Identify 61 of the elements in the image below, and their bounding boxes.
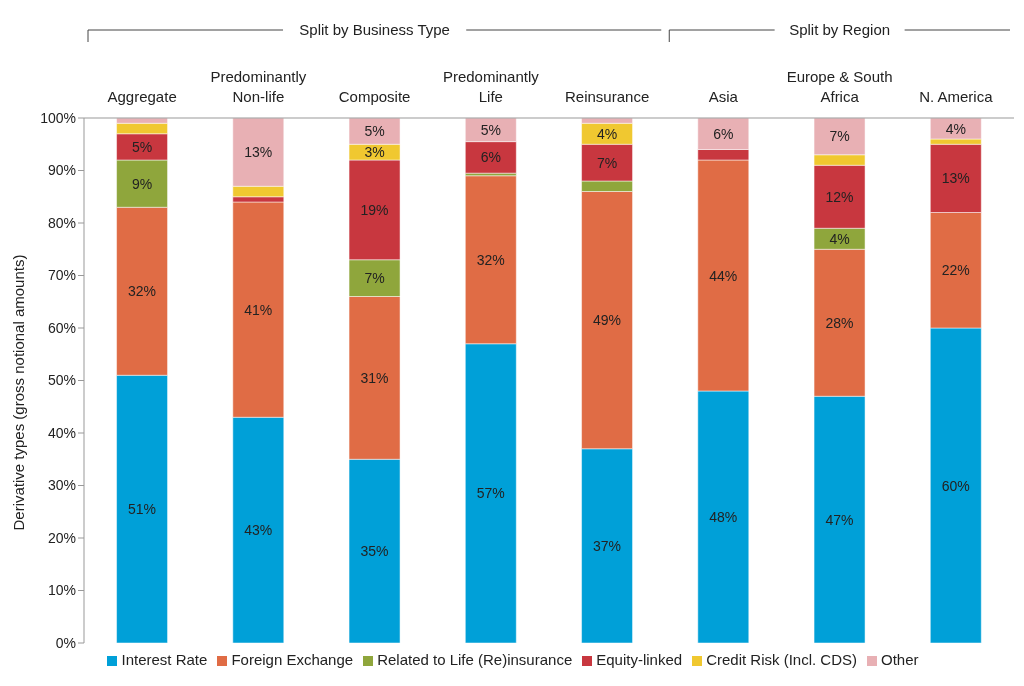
- data-label: 28%: [825, 314, 854, 331]
- data-label: 31%: [360, 369, 389, 386]
- data-label: 5%: [480, 121, 501, 138]
- data-label: 49%: [593, 312, 622, 329]
- data-label: 51%: [128, 501, 157, 518]
- data-label: 7%: [596, 154, 618, 171]
- legend-label: Other: [880, 651, 919, 668]
- data-label: 13%: [941, 170, 970, 187]
- legend-label: Related to Life (Re)insurance: [377, 651, 573, 668]
- data-label: 43%: [244, 522, 273, 539]
- legend-label: Credit Risk (Incl. CDS): [706, 651, 857, 668]
- y-tick-label: 10%: [47, 582, 76, 599]
- data-label: 3%: [364, 144, 385, 161]
- data-label: 4%: [829, 230, 850, 247]
- y-tick-label: 80%: [47, 214, 76, 231]
- y-tick-label: 60%: [47, 319, 76, 336]
- y-tick-label: 50%: [47, 372, 76, 389]
- y-tick-label: 100%: [40, 109, 76, 126]
- data-label: 4%: [596, 125, 618, 142]
- data-label: 19%: [360, 201, 389, 218]
- x-tick-label: Aggregate: [107, 88, 177, 105]
- y-tick-label: 70%: [47, 267, 76, 284]
- data-label: 41%: [244, 301, 273, 318]
- data-label: 48%: [709, 509, 738, 525]
- data-label: 6%: [713, 125, 734, 142]
- x-tick-label: Europe & South Africa: [786, 68, 893, 105]
- data-label: 22%: [941, 262, 970, 279]
- data-label: 12%: [825, 188, 854, 205]
- x-tick-label: Composite: [338, 88, 411, 105]
- x-tick-label: Asia: [708, 88, 739, 105]
- x-tick-label: Reinsurance: [565, 88, 650, 105]
- text: Split by Business Type: [299, 21, 450, 38]
- x-tick-label: Predominantly Non-life: [210, 68, 307, 105]
- legend-label: Equity-linked: [596, 651, 683, 668]
- data-label: 6%: [480, 149, 501, 166]
- x-tick-label: N. America: [919, 88, 994, 105]
- data-label: 9%: [131, 175, 153, 192]
- data-label: 7%: [829, 128, 850, 145]
- legend-label: Interest Rate: [121, 651, 208, 668]
- data-label: 44%: [709, 267, 738, 284]
- data-label: 5%: [131, 138, 153, 155]
- y-axis-title: Derivative types (gross notional amounts): [10, 254, 28, 531]
- data-label: 35%: [360, 543, 389, 560]
- y-tick-label: 40%: [47, 424, 76, 441]
- data-label: 60%: [941, 477, 970, 494]
- data-label: 32%: [128, 283, 157, 300]
- legend-label: Foreign Exchange: [231, 651, 354, 668]
- data-label: 37%: [593, 537, 622, 554]
- data-label: 4%: [945, 120, 966, 137]
- text: Split by Region: [789, 21, 891, 38]
- data-label: 7%: [364, 270, 385, 287]
- y-tick-label: 30%: [47, 477, 76, 494]
- data-label: 5%: [364, 123, 385, 140]
- x-tick-label: Predominantly Life: [442, 68, 540, 105]
- y-tick-label: 20%: [47, 529, 76, 546]
- data-label: 57%: [476, 485, 505, 502]
- data-label: 47%: [825, 511, 854, 528]
- data-label: 32%: [476, 251, 505, 268]
- data-label: 13%: [244, 144, 273, 161]
- y-tick-label: 90%: [47, 162, 76, 179]
- y-tick-label: 0%: [55, 634, 76, 651]
